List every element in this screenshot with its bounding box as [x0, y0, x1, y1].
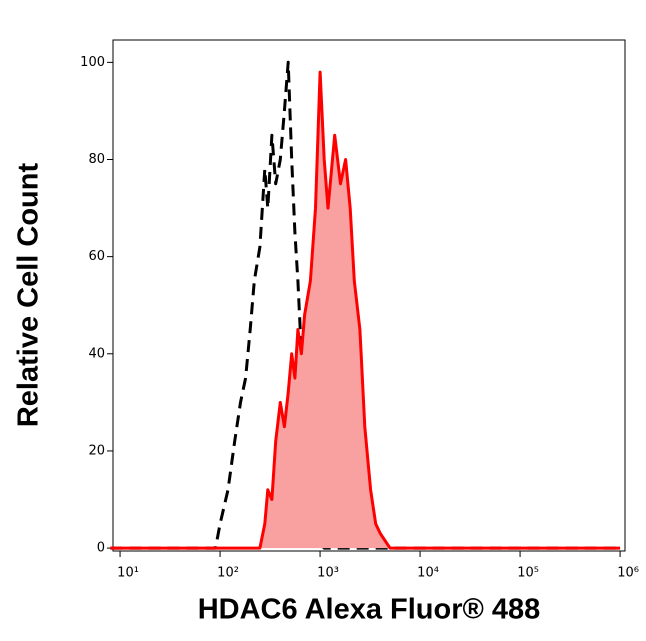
x-tick-label: 10⁴: [417, 566, 439, 581]
x-tick-label: 10³: [317, 566, 339, 581]
x-tick-label: 10¹: [117, 566, 139, 581]
y-tick-label: 20: [88, 443, 105, 458]
area: [110, 72, 621, 549]
y-tick-label: 60: [88, 249, 105, 264]
line: [110, 60, 621, 550]
y-tick-label: 80: [88, 152, 105, 167]
line: [110, 70, 621, 550]
x-tick-label: 10⁵: [517, 566, 539, 581]
x-axis-title: HDAC6 Alexa Fluor® 488: [198, 594, 541, 626]
y-tick-label: 100: [80, 55, 105, 70]
x-tick-label: 10⁶: [617, 566, 639, 581]
y-axis-title: Relative Cell Count: [13, 163, 45, 428]
y-tick-label: 0: [97, 541, 105, 556]
x-tick-label: 10²: [217, 566, 239, 581]
y-tick-label: 40: [88, 346, 105, 361]
plot-frame: [112, 39, 626, 552]
